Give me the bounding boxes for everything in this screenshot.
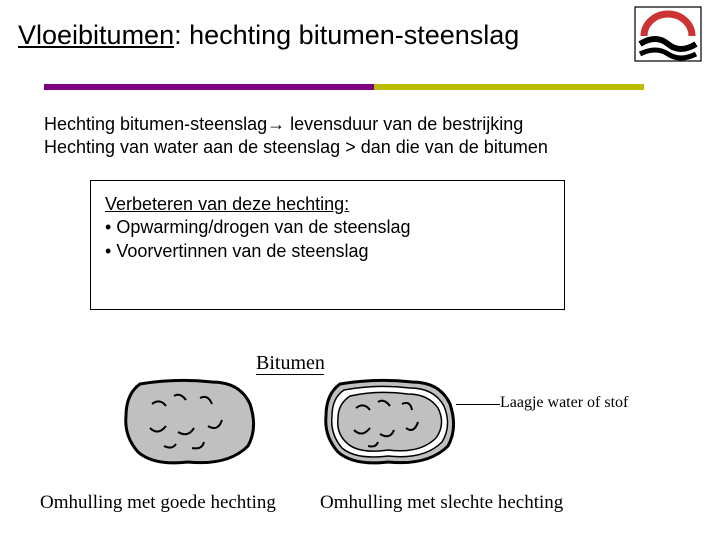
- box-bullet-2: • Voorvertinnen van de steenslag: [105, 240, 550, 263]
- divider-right: [374, 84, 644, 90]
- bitumen-label: Bitumen: [256, 352, 325, 375]
- caption-good: Omhulling met goede hechting: [40, 492, 276, 514]
- improvement-box: Verbeteren van deze hechting: • Opwarmin…: [90, 180, 565, 310]
- stone-good: [120, 376, 260, 468]
- stone-bad: [320, 376, 460, 468]
- body-text: Hechting bitumen-steenslag→ levensduur v…: [44, 113, 548, 158]
- title-underlined: Vloeibitumen: [18, 20, 174, 50]
- brand-logo: [634, 6, 702, 62]
- divider-left: [44, 84, 374, 90]
- diagram-area: Bitumen Laagje water of stof Omhulling m…: [60, 352, 660, 522]
- body-line-1: Hechting bitumen-steenslag→ levensduur v…: [44, 113, 548, 136]
- caption-bad: Omhulling met slechte hechting: [320, 492, 563, 514]
- stone-bad-inner: [338, 392, 442, 451]
- body-line-2: Hechting van water aan de steenslag > da…: [44, 136, 548, 159]
- stone-good-outline: [126, 380, 254, 462]
- bitumen-arrow: [256, 374, 324, 375]
- title-rest: : hechting bitumen-steenslag: [174, 20, 519, 50]
- water-label: Laagje water of stof: [500, 394, 628, 412]
- page-title: Vloeibitumen: hechting bitumen-steenslag: [18, 20, 519, 51]
- title-divider: [44, 84, 644, 90]
- box-bullet-1: • Opwarming/drogen van de steenslag: [105, 216, 550, 239]
- box-heading: Verbeteren van deze hechting:: [105, 193, 550, 216]
- water-arrow: [456, 404, 500, 405]
